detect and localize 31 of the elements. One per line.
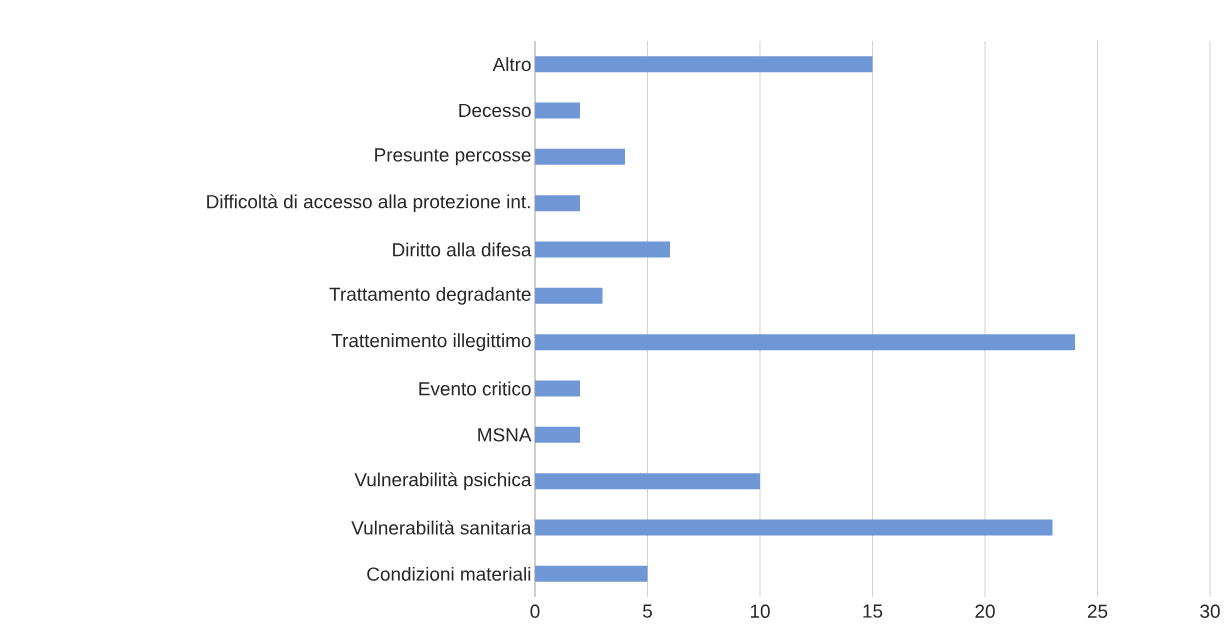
y-tick-label: Trattenimento illegittimo <box>331 333 531 351</box>
y-tick-label: Altro <box>492 57 531 72</box>
y-tick-label: Evento critico <box>419 381 531 396</box>
bar <box>535 287 603 304</box>
y-tick-label: Diritto alla difesa <box>393 242 532 257</box>
y-tick-label: Vulnerabilità sanitaria <box>351 520 532 535</box>
x-tick-label: 30 <box>1200 604 1220 618</box>
y-tick-label: Difficoltà di accesso alla protezione int. <box>207 194 530 213</box>
x-tick-label: 25 <box>1087 604 1108 618</box>
bar <box>535 195 580 212</box>
bar <box>535 473 760 490</box>
y-tick-label: MSNA <box>478 428 532 442</box>
y-tick-label: Decesso <box>459 103 531 118</box>
x-tick-label: 10 <box>750 604 770 618</box>
x-tick-label: 20 <box>975 604 995 618</box>
y-tick-label: Condizioni materiali <box>367 566 531 581</box>
y-tick-label: Presunte percosse <box>375 148 531 166</box>
bar <box>535 102 580 119</box>
bar <box>535 519 1053 536</box>
bar <box>535 148 625 165</box>
x-tick-label: 5 <box>642 604 652 618</box>
bar <box>535 241 670 258</box>
bar <box>535 334 1075 351</box>
bar <box>535 56 873 73</box>
bar <box>535 380 580 397</box>
x-tick-label: 15 <box>863 604 883 618</box>
bar <box>535 565 648 582</box>
x-tick-label: 0 <box>530 604 540 618</box>
y-tick-label: Vulnerabilità psichica <box>354 472 532 491</box>
bar <box>535 426 580 443</box>
y-tick-label: Trattamento degradante <box>329 287 531 305</box>
